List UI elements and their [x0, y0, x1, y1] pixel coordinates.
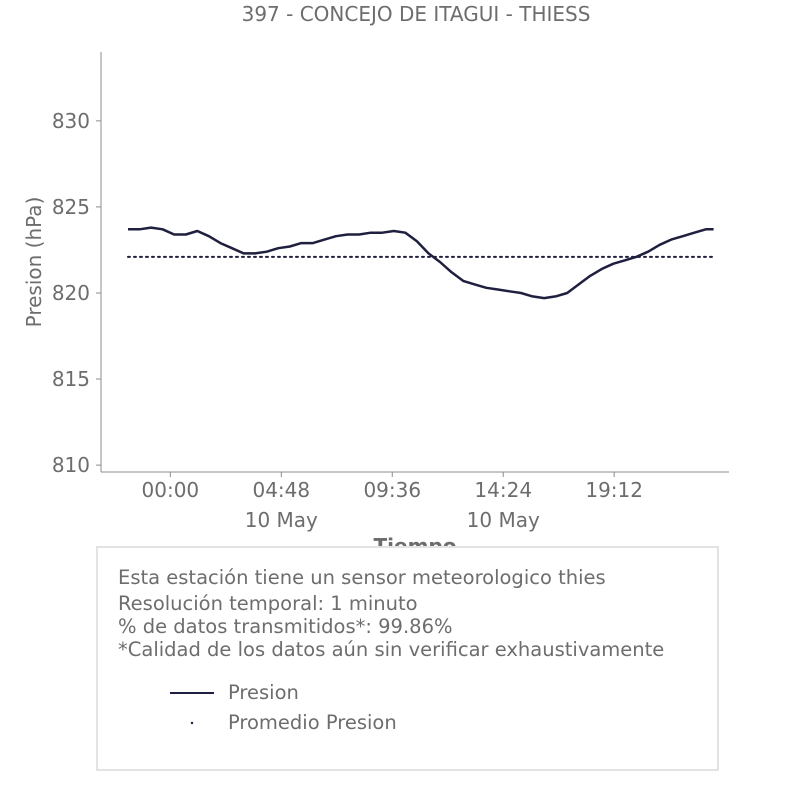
y-tick-label: 820 — [52, 281, 90, 305]
x-tick-label: 14:24 — [474, 478, 532, 502]
y-tick-label: 825 — [52, 195, 90, 219]
y-axis-ticks: 810 815 820 825 830 — [52, 109, 101, 477]
x-tick-label: 09:36 — [363, 478, 421, 502]
legend-dot-swatch — [190, 721, 194, 725]
x-axis-ticks: 00:00 04:48 10 May 09:36 14:24 10 May 19:12 — [142, 472, 643, 532]
legend-label-presion: Presion — [228, 681, 299, 704]
legend-label-promedio: Promedio Presion — [228, 711, 397, 734]
x-tick-sublabel: 10 May — [245, 508, 318, 532]
x-tick-label: 19:12 — [585, 478, 643, 502]
y-tick-label: 810 — [52, 453, 90, 477]
info-transmitted-text: % de datos transmitidos*: 99.86% — [118, 615, 453, 638]
info-box: Esta estación tiene un sensor meteorolog… — [96, 546, 719, 771]
chart-title: 397 - CONCEJO DE ITAGUI - THIESS — [242, 2, 591, 26]
info-sensor-text: Esta estación tiene un sensor meteorolog… — [118, 566, 606, 589]
y-tick-label: 815 — [52, 367, 90, 391]
series-layer — [126, 226, 715, 300]
y-tick-label: 830 — [52, 109, 90, 133]
info-resolution-text: Resolución temporal: 1 minuto — [118, 592, 418, 615]
x-tick-sublabel: 10 May — [467, 508, 540, 532]
legend-line-swatch — [170, 692, 214, 694]
info-quality-text: *Calidad de los datos aún sin verificar … — [118, 638, 665, 661]
series-presion — [128, 226, 714, 300]
x-tick-label: 00:00 — [142, 478, 200, 502]
x-tick-label: 04:48 — [252, 478, 310, 502]
y-axis-label: Presion (hPa) — [22, 197, 46, 328]
pressure-chart: 397 - CONCEJO DE ITAGUI - THIESS 8108158… — [22, 2, 729, 558]
